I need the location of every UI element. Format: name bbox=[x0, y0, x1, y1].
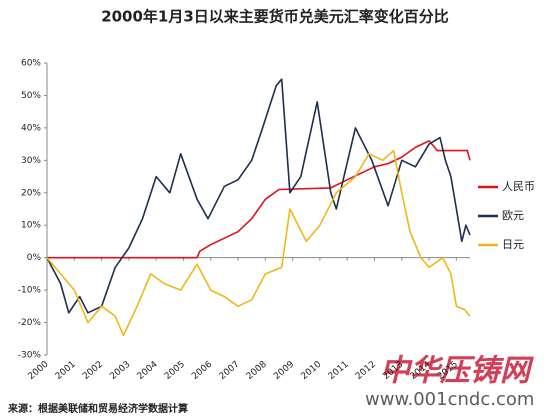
y-tick-label: 10% bbox=[21, 221, 41, 231]
x-tick-label: 2002 bbox=[81, 360, 105, 382]
series-line bbox=[46, 149, 471, 337]
x-tick-label: 2000 bbox=[27, 359, 51, 382]
y-tick-label: 40% bbox=[21, 123, 41, 133]
y-tick-label: 60% bbox=[21, 59, 41, 69]
series-line bbox=[46, 78, 471, 314]
x-tick-label: 2005 bbox=[163, 360, 187, 382]
watermark: 中华压铸网 bbox=[380, 354, 534, 389]
watermark-url: www.001cndc.com bbox=[365, 389, 534, 410]
x-tick-label: 2008 bbox=[245, 359, 269, 382]
x-tick-label: 2007 bbox=[218, 360, 242, 382]
y-tick-label: -30% bbox=[18, 351, 42, 361]
x-tick-label: 2003 bbox=[108, 360, 132, 382]
y-tick-label: 30% bbox=[21, 156, 41, 166]
x-tick-label: 2001 bbox=[54, 360, 78, 382]
legend-label: 日元 bbox=[502, 238, 524, 251]
series-line bbox=[47, 140, 471, 259]
source-note: 来源：根据美联储和贸易经济学数据计算 bbox=[7, 402, 188, 415]
y-tick-label: 50% bbox=[21, 91, 41, 101]
y-tick-label: -10% bbox=[18, 286, 42, 296]
y-tick-label: -20% bbox=[18, 318, 42, 328]
y-tick-label: 0% bbox=[27, 253, 42, 263]
y-tick-label: 20% bbox=[21, 188, 41, 198]
legend-label: 人民币 bbox=[502, 180, 535, 193]
x-tick-label: 2011 bbox=[327, 360, 351, 382]
chart-title: 2000年1月3日以来主要货币兑美元汇率变化百分比 bbox=[101, 8, 449, 26]
x-tick-label: 2009 bbox=[272, 359, 296, 382]
x-tick-label: 2006 bbox=[190, 359, 214, 382]
x-tick-label: 2012 bbox=[354, 360, 378, 382]
legend-label: 欧元 bbox=[502, 209, 524, 222]
x-tick-label: 2004 bbox=[136, 359, 160, 382]
x-tick-label: 2010 bbox=[299, 359, 323, 382]
